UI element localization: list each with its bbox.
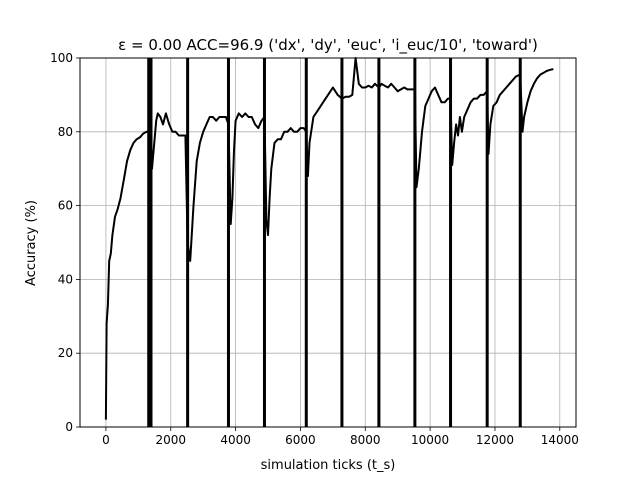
x-tick-label: 2000 bbox=[155, 433, 186, 447]
x-tick-label: 12000 bbox=[476, 433, 514, 447]
y-tick-label: 0 bbox=[65, 420, 73, 434]
x-tick-label: 10000 bbox=[411, 433, 449, 447]
axis-ticks: 0 2000 4000 6000 8000 10000 12000 14000 0 20 40 60 8… bbox=[50, 51, 579, 447]
x-tick-label: 4000 bbox=[220, 433, 251, 447]
y-tick-label: 100 bbox=[50, 51, 73, 65]
x-tick-label: 14000 bbox=[541, 433, 579, 447]
y-tick-label: 20 bbox=[58, 346, 73, 360]
y-tick-label: 40 bbox=[58, 272, 73, 286]
y-axis-label: Accuracy (%) bbox=[24, 200, 39, 286]
x-tick-label: 8000 bbox=[350, 433, 381, 447]
chart-title: ε = 0.00 ACC=96.9 ('dx', 'dy', 'euc', 'i… bbox=[118, 36, 538, 55]
y-tick-label: 60 bbox=[58, 199, 73, 213]
accuracy-series-line bbox=[104, 57, 554, 420]
x-tick-label: 0 bbox=[102, 433, 110, 447]
series-layer bbox=[104, 57, 554, 420]
plot-frame bbox=[79, 57, 577, 428]
x-axis-label: simulation ticks (t_s) bbox=[261, 458, 396, 473]
y-tick-label: 80 bbox=[58, 125, 73, 139]
x-tick-label: 6000 bbox=[285, 433, 316, 447]
